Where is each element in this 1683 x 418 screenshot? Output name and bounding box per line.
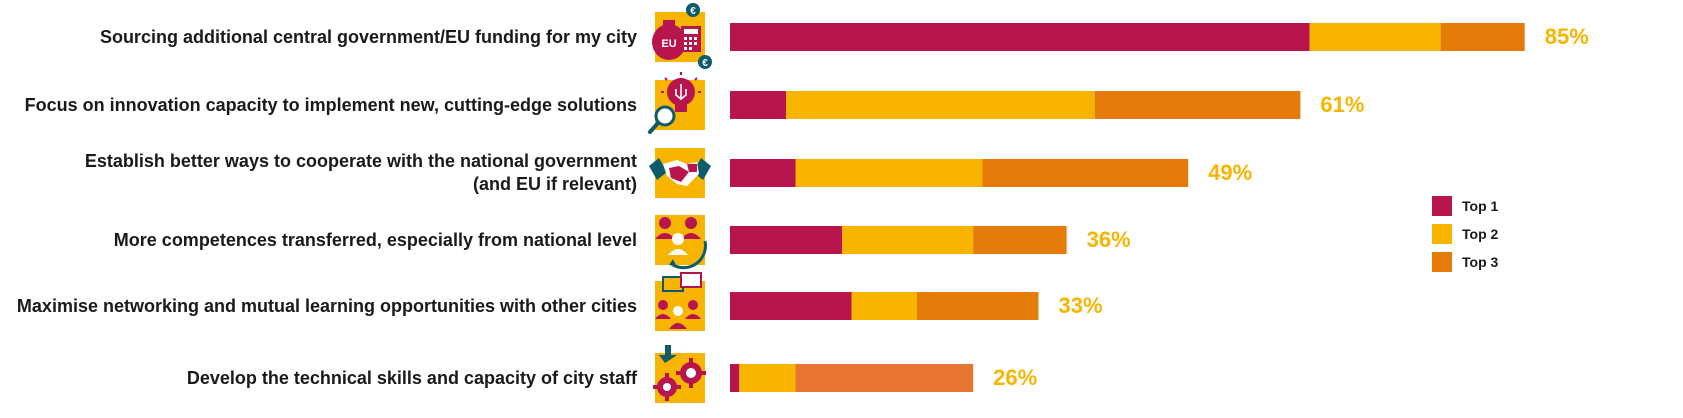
bar-4-top2 (842, 226, 974, 254)
networking-icon (655, 272, 705, 331)
category-label-5: Maximise networking and mutual learning … (16, 295, 637, 316)
bar-4-top3 (973, 226, 1067, 254)
total-label-3: 49% (1208, 160, 1253, 185)
bar-5-top2 (851, 292, 917, 320)
legend-label-top2: Top 2 (1462, 226, 1499, 242)
svg-text:€: € (702, 58, 708, 69)
bar-6-top1 (730, 364, 740, 392)
bar-2-top1 (730, 91, 787, 119)
svg-text:EU: EU (661, 38, 676, 50)
bar-5-top1 (730, 292, 852, 320)
bar-3-top2 (795, 159, 983, 187)
total-label-1: 85% (1544, 24, 1589, 49)
skills-icon (653, 345, 706, 403)
bar-1-top2 (1309, 23, 1441, 51)
handshake-icon (649, 148, 711, 198)
legend-swatch-top1 (1432, 196, 1452, 216)
legend-swatch-top3 (1432, 252, 1452, 272)
legend-item-top2: Top 2 (1432, 220, 1498, 248)
bar-2-top3 (1094, 91, 1301, 119)
bar-3-top1 (730, 159, 796, 187)
legend-item-top3: Top 3 (1432, 248, 1498, 276)
category-label-4: More competences transferred, especially… (113, 229, 637, 250)
legend-label-top1: Top 1 (1462, 198, 1499, 214)
total-label-5: 33% (1058, 293, 1103, 318)
bar-6-top3 (795, 364, 974, 392)
funding-icon: EU € € (652, 3, 712, 69)
bar-6-top2 (739, 364, 796, 392)
innovation-icon (648, 72, 705, 134)
bar-3-top3 (982, 159, 1189, 187)
competences-icon (655, 215, 707, 270)
total-label-2: 61% (1320, 92, 1365, 117)
bar-2-top2 (786, 91, 1095, 119)
total-label-6: 26% (993, 365, 1038, 390)
legend: Top 1 Top 2 Top 3 (1432, 192, 1498, 276)
bar-4-top1 (730, 226, 843, 254)
bar-1-top1 (730, 23, 1310, 51)
legend-swatch-top2 (1432, 224, 1452, 244)
svg-text:€: € (690, 6, 696, 17)
category-label-2: Focus on innovation capacity to implemen… (24, 94, 637, 115)
bar-1-top3 (1440, 23, 1525, 51)
legend-item-top1: Top 1 (1432, 192, 1498, 220)
category-label-3: Establish better ways to cooperate with … (84, 151, 637, 194)
bar-5-top3 (917, 292, 1039, 320)
category-label-6: Develop the technical skills and capacit… (186, 367, 637, 388)
legend-label-top3: Top 3 (1462, 254, 1499, 270)
total-label-4: 36% (1086, 227, 1131, 252)
category-label-1: Sourcing additional central government/E… (99, 26, 637, 47)
